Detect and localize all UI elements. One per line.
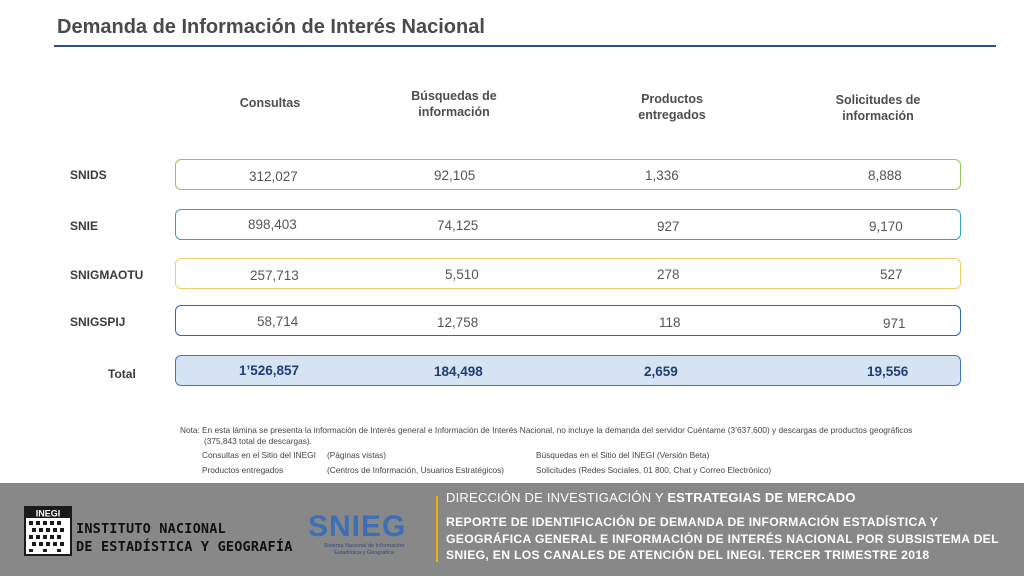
cell-consultas: 312,027 bbox=[249, 169, 298, 184]
cell-productos: 927 bbox=[657, 219, 680, 234]
footer-report-title: REPORTE DE IDENTIFICACIÓN DE DEMANDA DE … bbox=[446, 515, 999, 562]
cell-productos: 278 bbox=[657, 267, 680, 282]
legend-term: Productos entregados bbox=[202, 465, 284, 475]
row-label-snigspij: SNIGSPIJ bbox=[70, 315, 126, 329]
table-row-total bbox=[175, 355, 961, 386]
inegi-name-line2: DE ESTADÍSTICA Y GEOGRAFÍA bbox=[76, 539, 293, 555]
inegi-logo-text: INEGI bbox=[36, 509, 61, 519]
table-row-snigspij bbox=[175, 305, 961, 336]
header-productos: Productos entregados bbox=[638, 92, 706, 122]
page-title: Demanda de Información de Interés Nacion… bbox=[57, 16, 485, 38]
footer-department: DIRECCIÓN DE INVESTIGACIÓN Y ESTRATEGIAS… bbox=[446, 490, 856, 505]
cell-solicitudes: 527 bbox=[880, 267, 903, 282]
cell-busquedas: 5,510 bbox=[445, 267, 479, 282]
header-consultas: Consultas bbox=[239, 96, 301, 110]
snieg-subtitle: Sistema Nacional de Información Estadíst… bbox=[323, 543, 405, 556]
department-part2: ESTRATEGIAS DE MERCADO bbox=[667, 490, 856, 505]
cell-productos: 1,336 bbox=[645, 168, 679, 183]
cell-productos: 118 bbox=[659, 315, 681, 330]
header-solicitudes: Solicitudes de información bbox=[835, 93, 921, 123]
legend-desc: (Centros de Información, Usuarios Estrat… bbox=[327, 465, 505, 475]
row-label-snie: SNIE bbox=[70, 219, 99, 233]
cell-consultas: 898,403 bbox=[248, 217, 297, 232]
cell-total-productos: 2,659 bbox=[644, 364, 678, 379]
row-label-snigmaotu: SNIGMAOTU bbox=[70, 268, 144, 282]
cell-total-solicitudes: 19,556 bbox=[867, 364, 909, 379]
cell-consultas: 257,713 bbox=[250, 268, 299, 283]
department-part1: DIRECCIÓN DE INVESTIGACIÓN Y bbox=[446, 490, 668, 505]
cell-busquedas: 92,105 bbox=[434, 168, 476, 183]
footer-divider bbox=[436, 496, 438, 562]
cell-consultas: 58,714 bbox=[257, 314, 299, 329]
header-busquedas: Búsquedas de información bbox=[411, 89, 497, 119]
table-row-snids bbox=[175, 159, 961, 190]
snieg-logo: SNIEG bbox=[308, 510, 407, 543]
footer-band bbox=[0, 483, 1024, 576]
note-line2: (375,843 total de descargas). bbox=[204, 436, 312, 446]
legend-term2: Búsquedas en el Sitio del INEGI (Versión… bbox=[536, 450, 710, 460]
table-row-snigmaotu bbox=[175, 258, 961, 289]
inegi-logo-icon: INEGI bbox=[26, 508, 70, 552]
legend-term: Consultas en el Sitio del INEGI bbox=[202, 450, 316, 460]
cell-solicitudes: 971 bbox=[883, 316, 906, 331]
cell-total-consultas: 1’526,857 bbox=[239, 363, 300, 378]
cell-total-busquedas: 184,498 bbox=[434, 364, 483, 379]
inegi-name-line1: INSTITUTO NACIONAL bbox=[76, 521, 226, 537]
row-label-total: Total bbox=[108, 367, 136, 381]
legend-desc: (Páginas vistas) bbox=[327, 450, 387, 460]
cell-busquedas: 12,758 bbox=[437, 315, 479, 330]
title-divider bbox=[54, 45, 996, 47]
inegi-logo: INEGI bbox=[24, 506, 72, 556]
legend-term2: Solicitudes (Redes Sociales, 01 800, Cha… bbox=[536, 465, 772, 475]
cell-solicitudes: 8,888 bbox=[868, 168, 902, 183]
cell-busquedas: 74,125 bbox=[437, 218, 479, 233]
row-label-snids: SNIDS bbox=[70, 168, 107, 182]
cell-solicitudes: 9,170 bbox=[869, 219, 903, 234]
note-line1: En esta lámina se presenta la informació… bbox=[202, 425, 913, 435]
note-prefix: Nota: bbox=[180, 425, 200, 435]
inegi-name: INSTITUTO NACIONAL DE ESTADÍSTICA Y GEOG… bbox=[76, 520, 293, 556]
table-row-snie bbox=[175, 209, 961, 240]
